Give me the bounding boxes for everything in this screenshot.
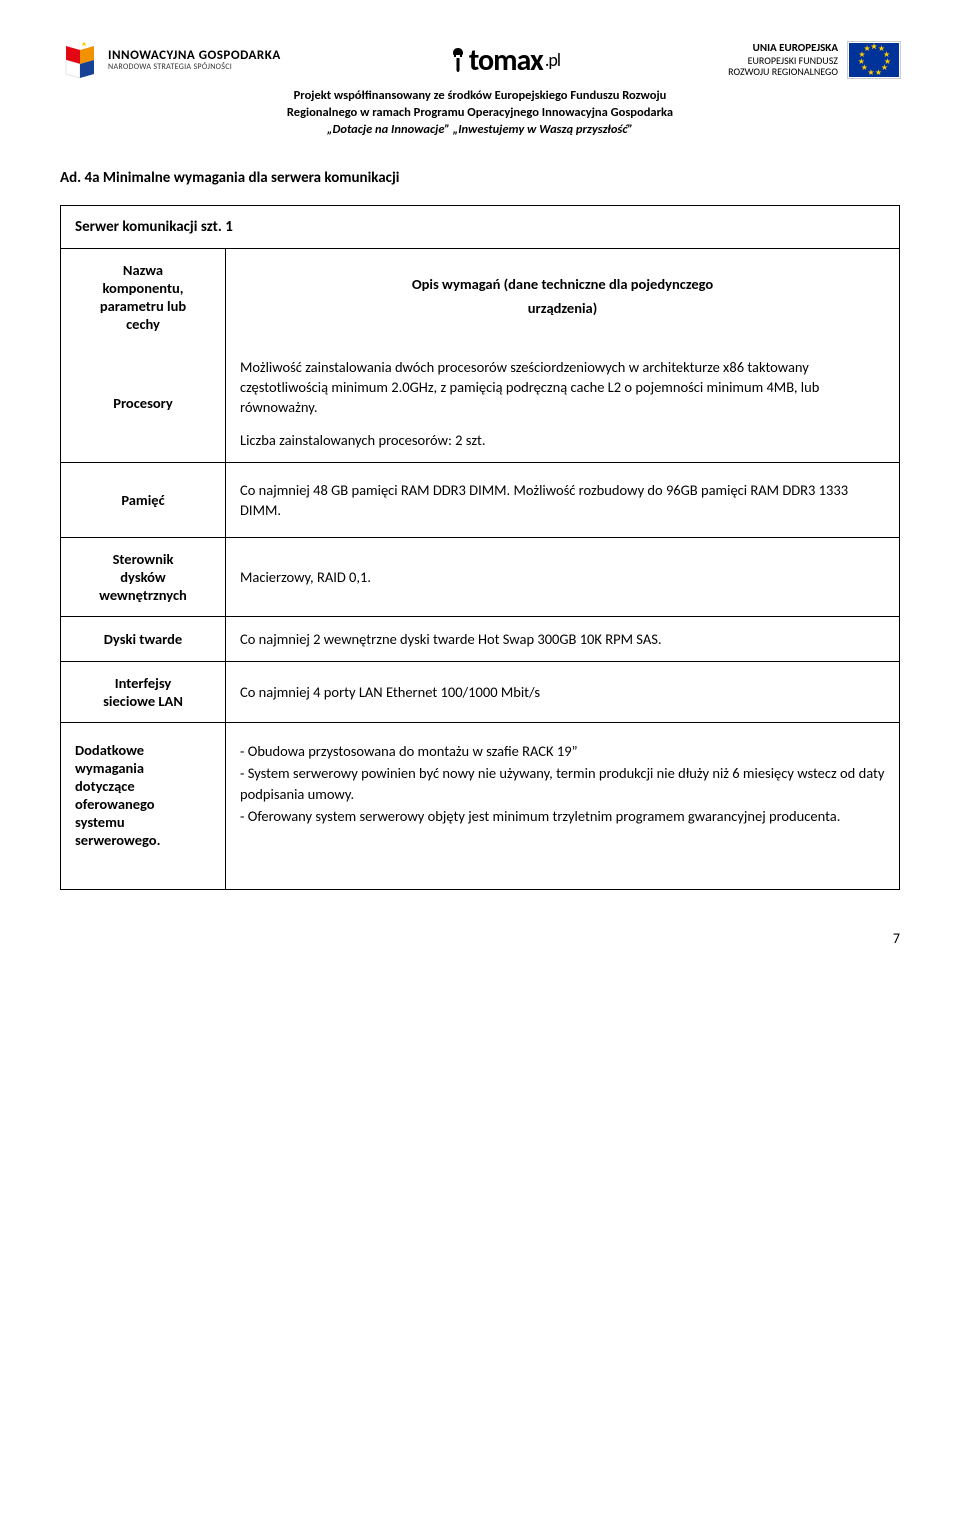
raid-desc: Macierzowy, RAID 0,1. xyxy=(226,537,900,616)
table-row-mem: Pamięć Co najmniej 48 GB pamięci RAM DDR… xyxy=(61,462,900,537)
table-row-raid: Sterownik dysków wewnętrznych Macierzowy… xyxy=(61,537,900,616)
table-header-row: Nazwa komponentu, parametru lub cechy Op… xyxy=(61,248,900,345)
right-header: Opis wymagań (dane techniczne dla pojedy… xyxy=(226,248,900,345)
funding-l3: „Dotacje na Innowacje” „Inwestujemy w Wa… xyxy=(60,122,900,139)
eu-line3: ROZWOJU REGIONALNEGO xyxy=(728,66,838,78)
spec-table: Serwer komunikacji szt. 1 Nazwa komponen… xyxy=(60,205,900,890)
lan-desc: Co najmniej 4 porty LAN Ethernet 100/100… xyxy=(226,662,900,723)
table-row-lan: Interfejsy sieciowe LAN Co najmniej 4 po… xyxy=(61,662,900,723)
disks-desc: Co najmniej 2 wewnętrzne dyski twarde Ho… xyxy=(226,616,900,661)
header-logos: INNOWACYJNA GOSPODARKA NARODOWA STRATEGI… xyxy=(60,40,900,80)
disks-label: Dyski twarde xyxy=(61,616,226,661)
mem-label: Pamięć xyxy=(61,462,226,537)
table-row-disks: Dyski twarde Co najmniej 2 wewnętrzne dy… xyxy=(61,616,900,661)
funding-note: Projekt współfinansowany ze środków Euro… xyxy=(60,88,900,139)
extra-desc: - Obudowa przystosowana do montażu w sza… xyxy=(226,723,900,890)
tomax-logo: tomax.pl xyxy=(449,42,560,79)
raid-label: Sterownik dysków wewnętrznych xyxy=(61,537,226,616)
wrench-icon xyxy=(449,46,467,74)
ig-title: INNOWACYJNA GOSPODARKA xyxy=(108,49,281,63)
left-header: Nazwa komponentu, parametru lub cechy xyxy=(61,248,226,345)
cpu-desc: Możliwość zainstalowania dwóch procesoró… xyxy=(226,345,900,463)
eu-text: UNIA EUROPEJSKA EUROPEJSKI FUNDUSZ ROZWO… xyxy=(728,42,838,78)
funding-l1: Projekt współfinansowany ze środków Euro… xyxy=(60,88,900,105)
eu-flag-icon: ★ ★ ★ ★ ★ ★ ★ ★ ★ ★ ★ ★ xyxy=(848,42,900,78)
cpu-label: Procesory xyxy=(61,345,226,463)
section-title: Ad. 4a Minimalne wymagania dla serwera k… xyxy=(60,169,900,187)
table-title-row: Serwer komunikacji szt. 1 xyxy=(61,205,900,248)
table-row-extra: Dodatkowe wymagania dotyczące oferowaneg… xyxy=(61,723,900,890)
mem-desc: Co najmniej 48 GB pamięci RAM DDR3 DIMM.… xyxy=(226,462,900,537)
tomax-name: tomax xyxy=(469,42,543,79)
page-number: 7 xyxy=(60,930,900,947)
funding-l2: Regionalnego w ramach Programu Operacyjn… xyxy=(60,105,900,122)
tomax-tld: .pl xyxy=(545,49,560,71)
eu-line1: UNIA EUROPEJSKA xyxy=(728,42,838,55)
ig-logo-icon xyxy=(60,40,100,80)
table-title: Serwer komunikacji szt. 1 xyxy=(61,205,900,248)
lan-label: Interfejsy sieciowe LAN xyxy=(61,662,226,723)
ig-logo-block: INNOWACYJNA GOSPODARKA NARODOWA STRATEGI… xyxy=(60,40,281,80)
ig-logo-text: INNOWACYJNA GOSPODARKA NARODOWA STRATEGI… xyxy=(108,49,281,71)
extra-label: Dodatkowe wymagania dotyczące oferowaneg… xyxy=(61,723,226,890)
ig-subtitle: NARODOWA STRATEGIA SPÓJNOŚCI xyxy=(108,63,281,71)
eu-logo-block: UNIA EUROPEJSKA EUROPEJSKI FUNDUSZ ROZWO… xyxy=(728,42,900,78)
